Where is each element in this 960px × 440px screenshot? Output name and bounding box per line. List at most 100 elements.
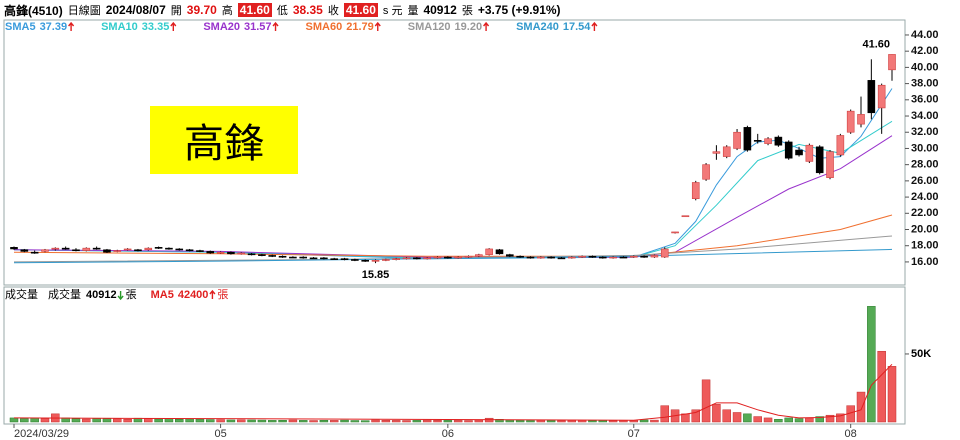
volume-bar [185, 418, 194, 423]
x-tick-label: 05 [214, 428, 226, 440]
legend-name: MA5 [151, 289, 174, 301]
up-arrow [170, 21, 177, 31]
volume-label: 量 [407, 5, 419, 17]
low-value: 38.35 [292, 3, 323, 17]
candle-body [361, 260, 370, 262]
candle-body [454, 256, 462, 259]
volume-bar [753, 416, 762, 423]
legend-value: 31.57 [244, 21, 272, 33]
candle-body [299, 256, 308, 259]
high-value: 41.60 [237, 3, 272, 17]
candle-body [774, 136, 783, 146]
open-label: 開 [170, 5, 182, 17]
volume-bar [412, 420, 422, 423]
up-arrow [68, 21, 75, 31]
candle-body [423, 257, 431, 260]
volume-bar [226, 419, 236, 423]
candle-body [743, 127, 752, 151]
legend-name: SMA20 [203, 21, 240, 33]
volume-bar [743, 413, 752, 423]
volume-unit: 張 [461, 5, 473, 17]
candle-body [268, 255, 277, 257]
candle-body [382, 259, 390, 261]
candle-body [185, 249, 194, 252]
candle-body [640, 255, 648, 258]
candle-body [712, 151, 721, 154]
candle-body [764, 138, 772, 144]
volume-bar [650, 419, 659, 423]
y-tick-label: 24.00 [911, 191, 939, 203]
volume-bar [536, 419, 546, 423]
y-tick-label: 38.00 [911, 78, 939, 90]
volume-bar [319, 419, 329, 423]
candle-body [402, 257, 411, 260]
candle-body [175, 248, 184, 251]
header: 高鋒(4510) 日線圖 2024/08/07 開 39.70 高 41.60 … [4, 2, 561, 18]
candle-body [340, 258, 349, 260]
candle-body [609, 256, 617, 259]
candle-body [826, 151, 834, 178]
volume-bar [257, 419, 267, 423]
volume-bar [794, 418, 804, 423]
y-tick-label: 40.00 [911, 61, 939, 73]
volume-bar [567, 420, 577, 423]
candle-body [660, 248, 669, 258]
x-tick-label: 06 [442, 428, 454, 440]
volume-bar [701, 379, 711, 423]
up-arrow [272, 21, 279, 31]
candle-body [227, 251, 235, 255]
volume-bar [216, 419, 225, 423]
candle-body [10, 247, 18, 250]
volume-bar [712, 404, 721, 423]
volume-bar [267, 420, 277, 423]
candle-body [216, 251, 225, 254]
candle-body [61, 247, 70, 250]
candle-body [278, 255, 287, 258]
volume-bar [763, 417, 773, 423]
sma-line [13, 235, 893, 263]
candle-body [733, 131, 741, 149]
unit: s 元 [382, 5, 403, 17]
candle-body [289, 256, 297, 259]
volume-title: 成交量 [5, 287, 38, 301]
volume-bar [422, 419, 432, 423]
candle-body [598, 256, 607, 259]
candle-body [134, 249, 142, 252]
legend-value: 33.35 [142, 21, 170, 33]
legend-name: SMA240 [516, 21, 559, 33]
candle-body [320, 257, 328, 260]
volume-bar [20, 418, 29, 423]
candle-body [237, 252, 246, 255]
volume-unit: 張 [217, 288, 228, 301]
legend-value: 37.39 [40, 21, 68, 33]
legend-value: 42400 [178, 289, 209, 301]
price-panel [3, 19, 906, 286]
volume-bar [691, 409, 700, 423]
volume-bar [236, 419, 246, 423]
y-tick-label: 16.00 [911, 256, 939, 268]
high-label: 高 [221, 5, 233, 17]
candle-body [113, 250, 122, 252]
y-tick-label: 22.00 [911, 207, 939, 219]
candle-body [629, 255, 638, 258]
candle-body [846, 110, 855, 133]
volume-bar [598, 420, 608, 423]
candle-body [888, 54, 896, 71]
volume-bar [9, 417, 19, 423]
candle-body [92, 247, 101, 250]
candle-body [588, 255, 597, 258]
candle-body [516, 255, 524, 258]
up-arrow [209, 289, 216, 299]
volume-bar [887, 366, 897, 423]
candle-body [444, 256, 452, 259]
candle-body [433, 256, 442, 259]
open-value: 39.70 [186, 3, 217, 17]
legend-name: SMA120 [408, 21, 451, 33]
watermark: 高鋒 [150, 106, 298, 174]
y-tick-label: 42.00 [911, 45, 939, 57]
volume-bar [71, 418, 81, 423]
volume-bar [608, 420, 618, 423]
candle-body [258, 254, 266, 256]
candle-body [144, 247, 153, 251]
